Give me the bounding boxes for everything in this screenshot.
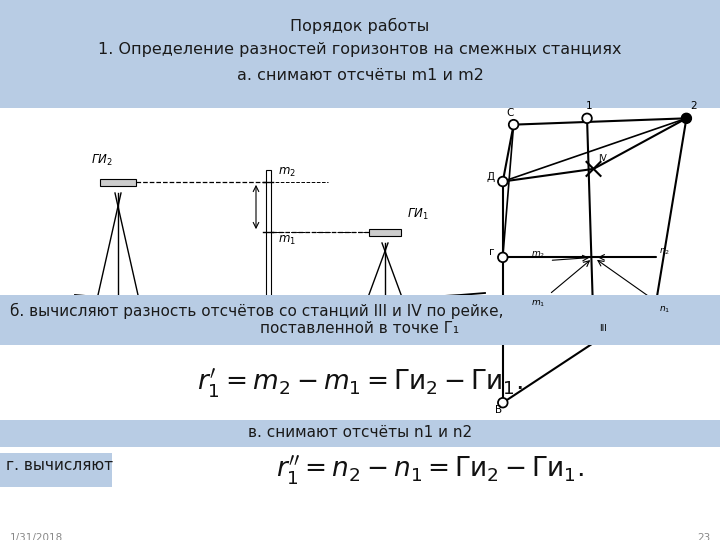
Text: б. вычисляют разность отсчётов со станций III и IV по рейке,: б. вычисляют разность отсчётов со станци… [10,303,503,319]
Text: В: В [495,404,503,415]
Text: 1/31/2018: 1/31/2018 [10,533,63,540]
Text: поставленной в точке Г₁: поставленной в точке Г₁ [261,321,459,336]
Circle shape [498,252,508,262]
Circle shape [498,398,508,408]
Circle shape [682,114,691,123]
Text: $m_1$: $m_1$ [531,298,545,309]
Circle shape [582,113,592,123]
Text: $n_1$: $n_1$ [660,305,670,315]
Text: III: III [600,324,608,333]
Text: $ГИ_2$: $ГИ_2$ [91,153,113,168]
Circle shape [683,115,690,122]
Text: $n_2$: $n_2$ [660,246,670,257]
Text: IV: IV [598,154,607,163]
Text: Г1: Г1 [243,315,257,325]
Text: $m_1$: $m_1$ [278,234,296,247]
Text: 23: 23 [697,533,710,540]
Text: 1. Определение разностей горизонтов на смежных станциях: 1. Определение разностей горизонтов на с… [98,42,622,57]
Circle shape [508,120,518,130]
Text: $m_2$: $m_2$ [278,166,296,179]
Text: $m_2$: $m_2$ [531,249,545,260]
Text: С: С [506,107,513,118]
Circle shape [584,115,590,122]
Text: 2: 2 [690,102,697,111]
Text: IV: IV [112,307,123,317]
Text: $ГИ_1$: $ГИ_1$ [407,207,429,222]
Text: в. снимают отсчёты n1 и n2: в. снимают отсчёты n1 и n2 [248,425,472,440]
Circle shape [500,178,506,185]
Text: III: III [380,312,390,322]
Text: Д: Д [487,172,495,181]
Text: $r_1' = m_2 - m_1 = \Gamma\text{и}_2 - \Gamma\text{и}_1.$: $r_1' = m_2 - m_1 = \Gamma\text{и}_2 - \… [197,366,523,400]
Text: г: г [490,247,495,258]
Bar [369,229,401,236]
Circle shape [500,400,506,406]
Bar [266,170,271,305]
Circle shape [510,122,517,128]
Bar [100,179,136,186]
Text: $r_1'' = n_2 - n_1 = \Gamma\text{и}_2 - \Gamma\text{и}_1.$: $r_1'' = n_2 - n_1 = \Gamma\text{и}_2 - … [276,453,584,487]
Text: а. снимают отсчёты m1 и m2: а. снимают отсчёты m1 и m2 [237,68,483,83]
Text: г. вычисляют: г. вычисляют [6,458,113,473]
Text: 1: 1 [586,102,593,111]
Text: Порядок работы: Порядок работы [290,18,430,34]
Bar [0,453,112,487]
Circle shape [681,113,691,123]
Bar [0,420,720,447]
Circle shape [500,254,506,261]
Bar [0,295,720,345]
Bar [0,0,720,108]
Circle shape [498,177,508,186]
